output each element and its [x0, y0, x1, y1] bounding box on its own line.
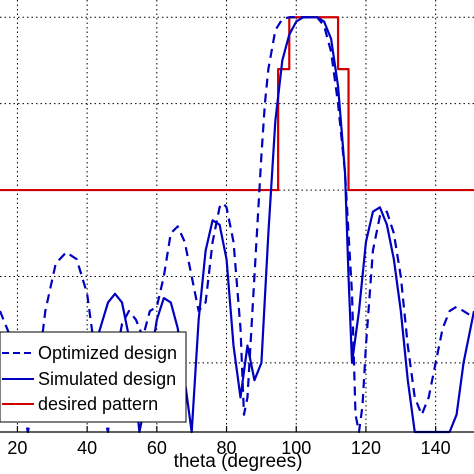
- x-tick-label: 140: [421, 438, 451, 458]
- series-lines: [0, 16, 474, 434]
- legend-label-simulated: Simulated design: [38, 369, 176, 389]
- legend-label-desired: desired pattern: [38, 394, 158, 414]
- x-tick-label: 120: [351, 438, 381, 458]
- series-line-optimized-design: [0, 16, 474, 434]
- x-tick-label: 100: [281, 438, 311, 458]
- x-tick-labels: 20 40 60 80 100 120 140: [7, 438, 450, 458]
- legend-box: [0, 331, 187, 423]
- x-axis-label: theta (degrees): [174, 451, 303, 472]
- series-line-simulated-design: [0, 16, 474, 434]
- x-tick-label: 20: [7, 438, 27, 458]
- grid: [0, 0, 474, 432]
- x-tick-label: 40: [77, 438, 97, 458]
- x-tick-label: 60: [147, 438, 167, 458]
- legend: Optimized design Simulated design desire…: [0, 331, 187, 423]
- x-tick-label: 80: [217, 438, 237, 458]
- legend-label-optimized: Optimized design: [38, 343, 177, 363]
